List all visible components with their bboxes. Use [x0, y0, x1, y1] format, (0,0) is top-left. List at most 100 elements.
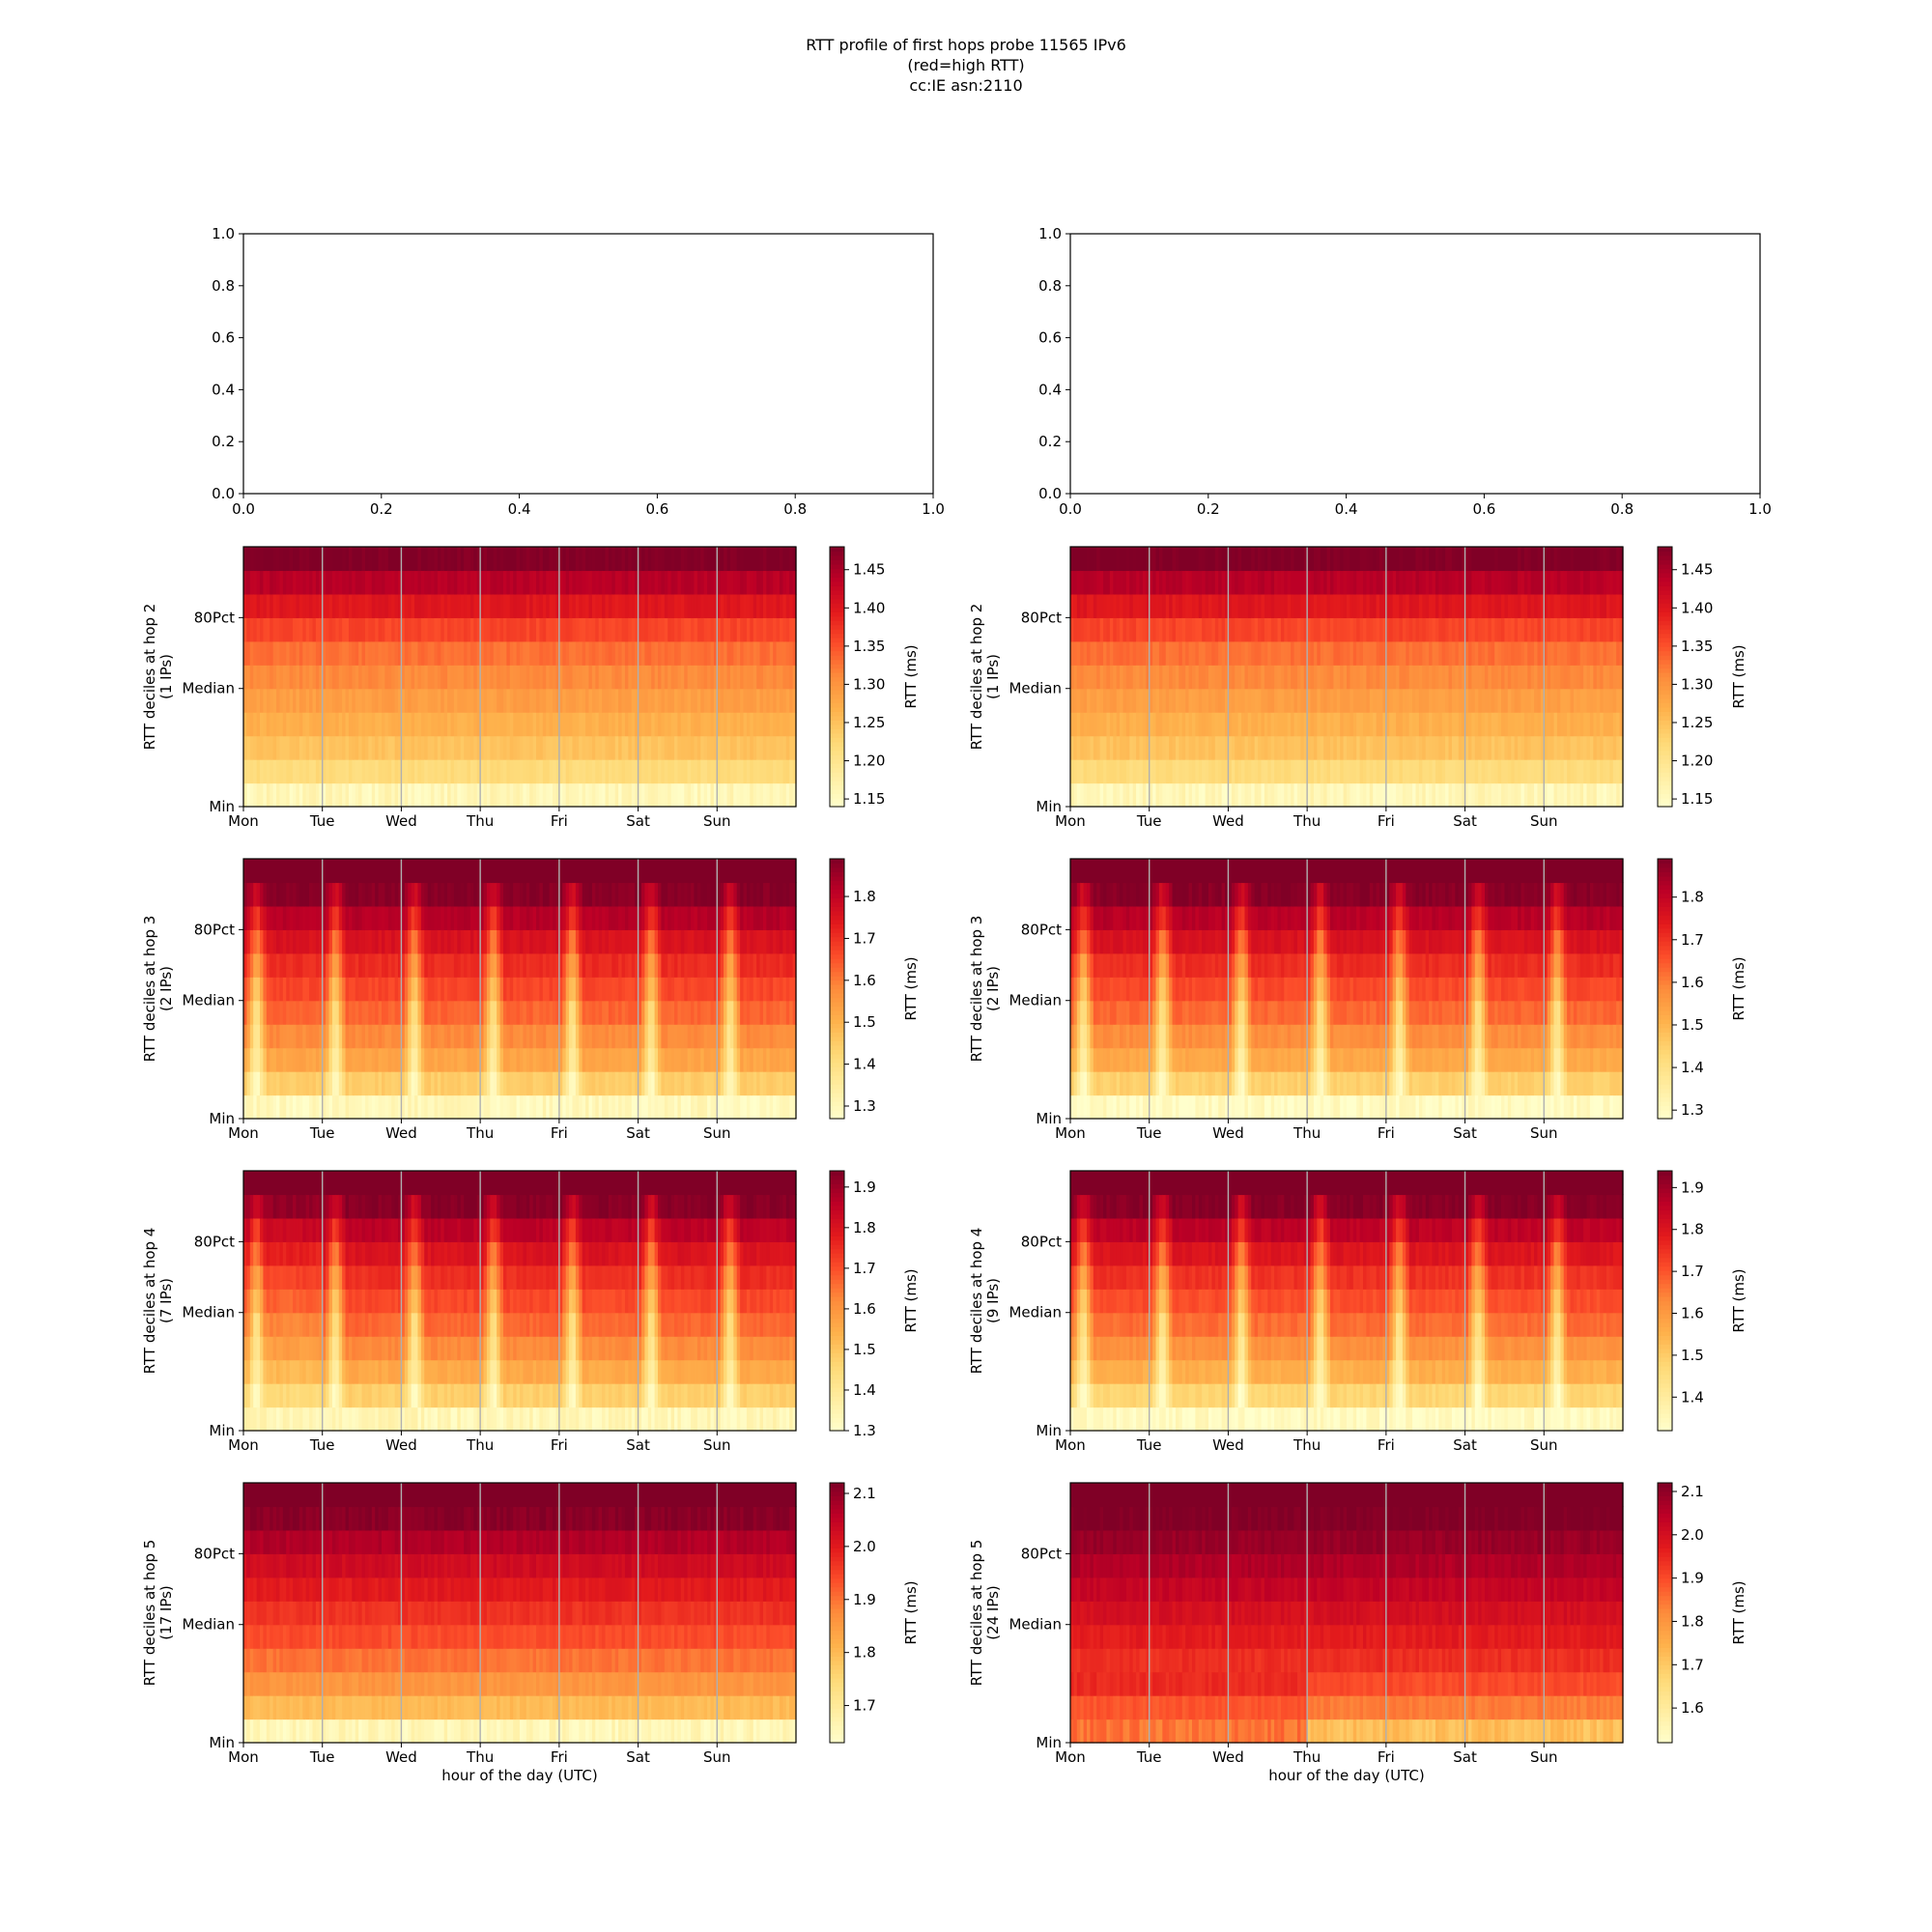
heatmap-cell	[1293, 735, 1298, 760]
colorbar-segment	[830, 659, 844, 665]
heatmap-cell	[1267, 712, 1272, 737]
heatmap-cell	[640, 640, 645, 666]
heatmap-cell	[1211, 688, 1216, 713]
heatmap-cell	[1511, 570, 1516, 595]
heatmap-cell	[1363, 570, 1368, 595]
heatmap-cell	[1501, 759, 1506, 784]
heatmap-cell	[1494, 665, 1499, 690]
heatmap-cell	[1146, 617, 1151, 642]
heatmap-cell	[509, 859, 514, 884]
heatmap-cell	[549, 735, 554, 760]
heatmap-cell	[345, 1047, 350, 1072]
heatmap-cell	[1530, 712, 1535, 737]
heatmap-cell	[1373, 759, 1378, 784]
heatmap-cell	[312, 782, 317, 808]
heatmap-cell	[404, 977, 409, 1002]
heatmap-cell	[1280, 759, 1285, 784]
heatmap-cell	[1534, 617, 1539, 642]
heatmap-cell	[457, 1024, 462, 1049]
heatmap-cell	[1181, 735, 1186, 760]
heatmap-cell	[345, 593, 350, 618]
heatmap-cell	[293, 617, 298, 642]
heatmap-cell	[358, 905, 363, 930]
heatmap-cell	[585, 640, 590, 666]
heatmap-cell	[700, 593, 705, 618]
heatmap-cell	[1165, 570, 1170, 595]
heatmap-cell	[546, 929, 551, 954]
heatmap-cell	[691, 617, 696, 642]
heatmap-cell	[1467, 759, 1472, 784]
heatmap-cell	[585, 712, 590, 737]
heatmap-cell	[499, 905, 504, 930]
heatmap-cell	[1497, 640, 1502, 666]
heatmap-cell	[1583, 712, 1588, 737]
heatmap-cell	[549, 593, 554, 618]
heatmap-cell	[348, 640, 353, 666]
heatmap-cell	[270, 735, 274, 760]
heatmap-cell	[661, 593, 666, 618]
heatmap-cell	[1139, 712, 1144, 737]
heatmap-cell	[782, 688, 787, 713]
heatmap-cell	[785, 712, 790, 737]
heatmap-cell	[375, 1094, 380, 1120]
heatmap-cell	[499, 640, 504, 666]
heatmap-cell	[499, 1024, 504, 1049]
heatmap-cell	[1488, 759, 1492, 784]
heatmap-cell	[513, 547, 518, 572]
heatmap-cell	[450, 952, 455, 978]
heatmap-cell	[469, 759, 474, 784]
heatmap-cell	[769, 782, 774, 808]
heatmap-cell	[1099, 570, 1104, 595]
heatmap-cell	[305, 688, 310, 713]
heatmap-cell	[398, 1071, 403, 1096]
heatmap-cell	[424, 905, 429, 930]
heatmap-cell	[1399, 782, 1404, 808]
heatmap-cell	[328, 712, 333, 737]
heatmap-cell	[1261, 593, 1265, 618]
heatmap-cell	[1350, 688, 1354, 713]
heatmap-cell	[1462, 735, 1466, 760]
heatmap-cell	[677, 640, 682, 666]
heatmap-cell	[1609, 782, 1614, 808]
heatmap-cell	[408, 640, 412, 666]
heatmap-cell	[621, 593, 626, 618]
heatmap-cell	[1258, 688, 1263, 713]
heatmap-cell	[549, 759, 554, 784]
y-tick-label: 0.6	[1038, 329, 1062, 347]
heatmap-cell	[348, 905, 353, 930]
heatmap-cell	[1149, 688, 1153, 713]
heatmap-cell	[493, 759, 497, 784]
heatmap-cell	[256, 617, 261, 642]
heatmap-cell	[1099, 665, 1104, 690]
heatmap-cell	[1369, 547, 1374, 572]
heatmap-cell	[450, 859, 455, 884]
heatmap-cell	[753, 640, 757, 666]
heatmap-cell	[326, 859, 330, 884]
heatmap-cell	[542, 617, 547, 642]
y-axis-label: RTT deciles at hop 2(1 IPs)	[968, 604, 1002, 751]
heatmap-cell	[272, 1094, 277, 1120]
heatmap-cell	[1550, 547, 1555, 572]
colorbar-segment	[1658, 664, 1672, 669]
heatmap-cell	[1366, 759, 1371, 784]
heatmap-cell	[1373, 593, 1378, 618]
heatmap-cell	[668, 665, 672, 690]
heatmap-cell	[375, 570, 380, 595]
heatmap-cell	[256, 665, 261, 690]
heatmap-cell	[677, 712, 682, 737]
heatmap-cell	[1347, 712, 1350, 737]
heatmap-cell	[532, 952, 537, 978]
heatmap-cell	[1494, 782, 1499, 808]
heatmap-cell	[1586, 665, 1591, 690]
heatmap-cell	[1435, 593, 1439, 618]
heatmap-cell	[486, 977, 491, 1002]
heatmap-cell	[1208, 617, 1212, 642]
heatmap-cell	[1573, 735, 1577, 760]
heatmap-cell	[1432, 570, 1436, 595]
heatmap-cell	[1261, 688, 1265, 713]
heatmap-cell	[490, 712, 495, 737]
heatmap-cell	[282, 570, 287, 595]
heatmap-cell	[740, 688, 745, 713]
heatmap-cell	[302, 1071, 307, 1096]
heatmap-cell	[493, 952, 497, 978]
